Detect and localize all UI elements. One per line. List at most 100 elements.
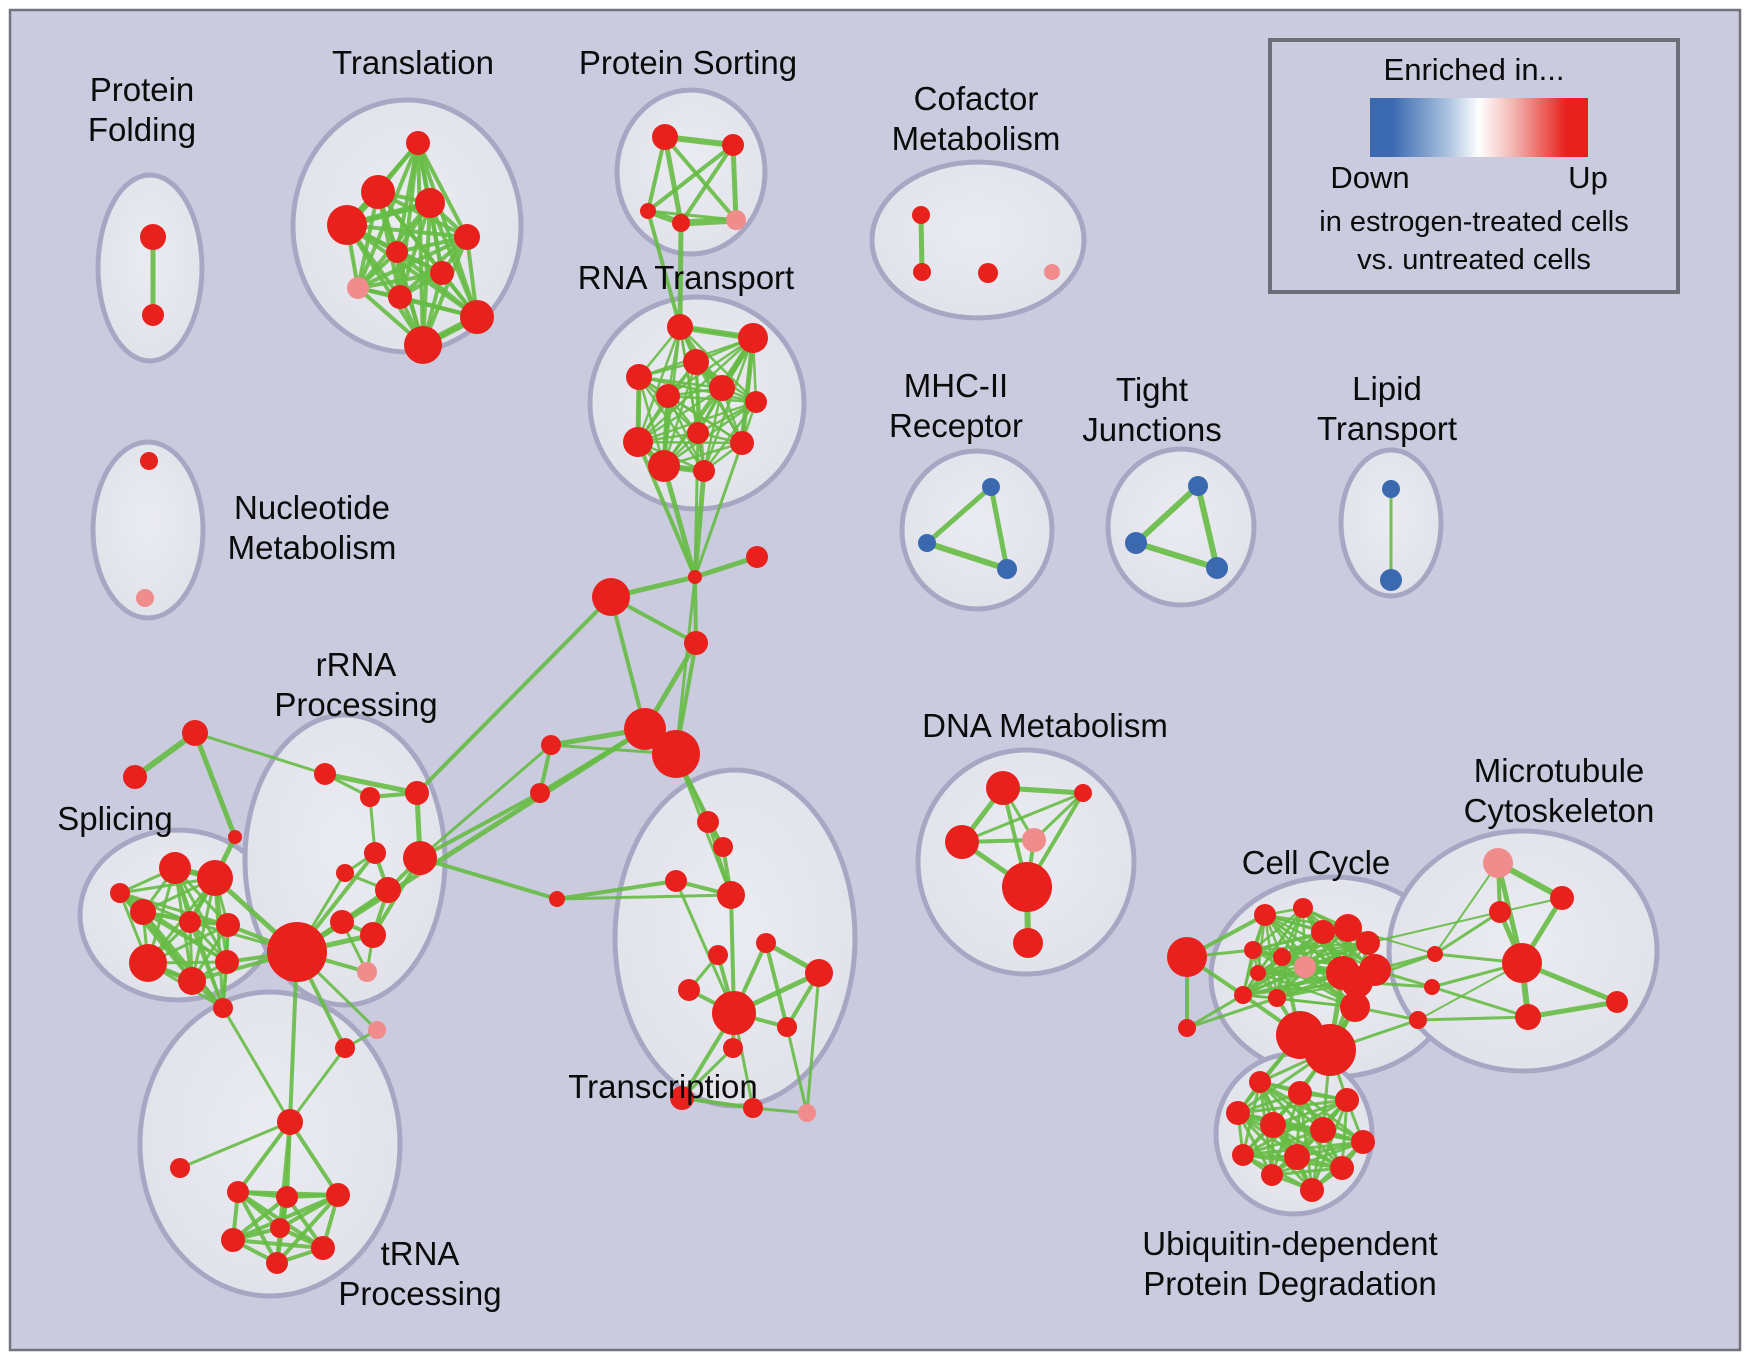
node-translation-8[interactable] bbox=[388, 285, 412, 309]
node-dna-metabolism-0[interactable] bbox=[986, 771, 1020, 805]
node-mhc2-receptor-1[interactable] bbox=[918, 534, 936, 552]
node-rrna-processing-6[interactable] bbox=[403, 841, 437, 875]
node-transcription-8[interactable] bbox=[678, 979, 700, 1001]
node-translation-7[interactable] bbox=[347, 277, 369, 299]
node-rrna-processing-1[interactable] bbox=[360, 787, 380, 807]
node-tight-junctions-2[interactable] bbox=[1206, 557, 1228, 579]
node-rna-transport-4[interactable] bbox=[656, 384, 680, 408]
node-rna-transport-8[interactable] bbox=[623, 427, 653, 457]
node-transcription-9[interactable] bbox=[712, 991, 756, 1035]
node-rna-transport-9[interactable] bbox=[730, 431, 754, 455]
node-ubiquitin-degradation-3[interactable] bbox=[1226, 1101, 1250, 1125]
node-splicing-5[interactable] bbox=[216, 913, 240, 937]
node-splicing-9[interactable] bbox=[213, 998, 233, 1018]
node-protein-folding-1[interactable] bbox=[142, 304, 164, 326]
node-splicing-3[interactable] bbox=[130, 899, 156, 925]
node-protein-sorting-1[interactable] bbox=[722, 134, 744, 156]
node-microtubule-cytoskeleton-7[interactable] bbox=[1424, 979, 1440, 995]
node-translation-3[interactable] bbox=[327, 205, 367, 245]
node-protein-sorting-3[interactable] bbox=[672, 214, 690, 232]
node-rna-transport-3[interactable] bbox=[626, 364, 652, 390]
node-ubiquitin-degradation-7[interactable] bbox=[1232, 1144, 1254, 1166]
node-transcription-10[interactable] bbox=[777, 1017, 797, 1037]
node-ubiquitin-degradation-11[interactable] bbox=[1300, 1178, 1324, 1202]
node-connectors-2[interactable] bbox=[592, 578, 630, 616]
node-cofactor-metabolism-2[interactable] bbox=[978, 263, 998, 283]
node-transcription-11[interactable] bbox=[723, 1038, 743, 1058]
node-connectors-3[interactable] bbox=[684, 631, 708, 655]
node-rna-transport-2[interactable] bbox=[683, 349, 709, 375]
node-cofactor-metabolism-3[interactable] bbox=[1044, 264, 1060, 280]
node-microtubule-cytoskeleton-3[interactable] bbox=[1502, 943, 1542, 983]
node-rrna-processing-12[interactable] bbox=[267, 922, 327, 982]
node-connectors-8[interactable] bbox=[182, 720, 208, 746]
node-cell-cycle-6[interactable] bbox=[1273, 948, 1291, 966]
node-transcription-0[interactable] bbox=[697, 811, 719, 833]
node-connectors-0[interactable] bbox=[688, 570, 702, 584]
node-transcription-2[interactable] bbox=[665, 870, 687, 892]
node-translation-1[interactable] bbox=[361, 175, 395, 209]
node-rna-transport-10[interactable] bbox=[648, 450, 680, 482]
node-lipid-transport-0[interactable] bbox=[1382, 480, 1400, 498]
node-trna-processing-2[interactable] bbox=[227, 1181, 249, 1203]
node-nucleotide-metabolism-0[interactable] bbox=[140, 452, 158, 470]
node-cell-cycle-12[interactable] bbox=[1250, 965, 1266, 981]
node-dna-metabolism-2[interactable] bbox=[945, 825, 979, 859]
node-cell-cycle-16[interactable] bbox=[1304, 1024, 1356, 1076]
node-rrna-processing-10[interactable] bbox=[335, 1038, 355, 1058]
node-translation-2[interactable] bbox=[415, 188, 445, 218]
node-ubiquitin-degradation-2[interactable] bbox=[1335, 1088, 1359, 1112]
node-rna-transport-0[interactable] bbox=[667, 314, 693, 340]
node-cofactor-metabolism-0[interactable] bbox=[912, 206, 930, 224]
node-rrna-processing-4[interactable] bbox=[336, 864, 354, 882]
node-rna-transport-1[interactable] bbox=[738, 323, 768, 353]
node-trna-processing-4[interactable] bbox=[326, 1183, 350, 1207]
node-connectors-5[interactable] bbox=[652, 730, 700, 778]
node-trna-processing-3[interactable] bbox=[276, 1186, 298, 1208]
node-rrna-processing-3[interactable] bbox=[364, 842, 386, 864]
node-splicing-0[interactable] bbox=[159, 852, 191, 884]
node-cell-cycle-1[interactable] bbox=[1293, 898, 1313, 918]
node-cell-cycle-10[interactable] bbox=[1341, 966, 1373, 998]
node-transcription-5[interactable] bbox=[708, 945, 728, 965]
node-ubiquitin-degradation-1[interactable] bbox=[1288, 1081, 1312, 1105]
node-microtubule-cytoskeleton-6[interactable] bbox=[1427, 946, 1443, 962]
node-microtubule-cytoskeleton-2[interactable] bbox=[1489, 901, 1511, 923]
node-rna-transport-6[interactable] bbox=[745, 391, 767, 413]
node-rrna-processing-5[interactable] bbox=[375, 877, 401, 903]
node-ubiquitin-degradation-0[interactable] bbox=[1249, 1071, 1271, 1093]
node-translation-9[interactable] bbox=[460, 300, 494, 334]
node-cell-cycle-17[interactable] bbox=[1167, 937, 1207, 977]
node-connectors-6[interactable] bbox=[541, 735, 561, 755]
node-microtubule-cytoskeleton-8[interactable] bbox=[1409, 1011, 1427, 1029]
node-translation-10[interactable] bbox=[404, 326, 442, 364]
node-cell-cycle-7[interactable] bbox=[1294, 956, 1316, 978]
node-connectors-4[interactable] bbox=[624, 708, 666, 750]
node-splicing-2[interactable] bbox=[110, 883, 130, 903]
node-transcription-14[interactable] bbox=[798, 1104, 816, 1122]
node-trna-processing-5[interactable] bbox=[221, 1228, 245, 1252]
node-trna-processing-0[interactable] bbox=[277, 1109, 303, 1135]
node-protein-sorting-2[interactable] bbox=[640, 203, 656, 219]
node-cell-cycle-4[interactable] bbox=[1356, 931, 1380, 955]
node-connectors-9[interactable] bbox=[123, 765, 147, 789]
node-dna-metabolism-5[interactable] bbox=[1013, 928, 1043, 958]
node-ubiquitin-degradation-10[interactable] bbox=[1261, 1164, 1283, 1186]
node-ubiquitin-degradation-4[interactable] bbox=[1260, 1112, 1286, 1138]
node-cell-cycle-2[interactable] bbox=[1311, 920, 1335, 944]
node-ubiquitin-degradation-9[interactable] bbox=[1330, 1156, 1354, 1180]
node-microtubule-cytoskeleton-1[interactable] bbox=[1550, 886, 1574, 910]
node-transcription-4[interactable] bbox=[549, 891, 565, 907]
node-rna-transport-7[interactable] bbox=[687, 422, 709, 444]
node-cofactor-metabolism-1[interactable] bbox=[913, 263, 931, 281]
node-protein-sorting-4[interactable] bbox=[726, 210, 746, 230]
node-transcription-3[interactable] bbox=[717, 881, 745, 909]
node-trna-processing-6[interactable] bbox=[311, 1236, 335, 1260]
node-lipid-transport-1[interactable] bbox=[1380, 569, 1402, 591]
node-mhc2-receptor-0[interactable] bbox=[982, 478, 1000, 496]
node-rna-transport-5[interactable] bbox=[709, 375, 735, 401]
node-dna-metabolism-3[interactable] bbox=[1022, 828, 1046, 852]
node-dna-metabolism-1[interactable] bbox=[1074, 784, 1092, 802]
node-rrna-processing-11[interactable] bbox=[368, 1021, 386, 1039]
node-dna-metabolism-4[interactable] bbox=[1002, 862, 1052, 912]
